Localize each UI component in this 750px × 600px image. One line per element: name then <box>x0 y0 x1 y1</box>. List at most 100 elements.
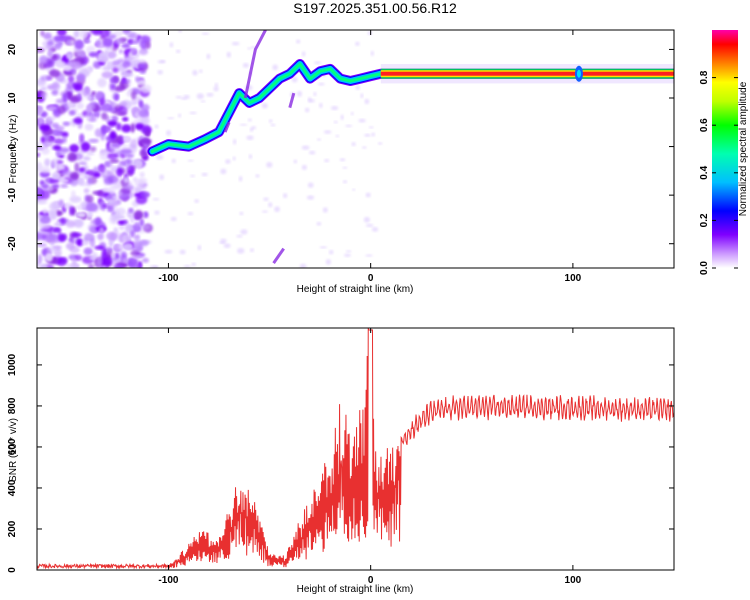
spectrogram-noise-cell <box>67 100 75 108</box>
spectrogram-noise-cell <box>61 131 69 138</box>
spectrogram-noise-cell <box>134 123 145 131</box>
spectrogram-noise-cell <box>166 130 172 136</box>
spectrogram-noise-cell <box>154 124 159 129</box>
snr-xtick-label: 100 <box>565 575 582 586</box>
spectrogram-noise-cell <box>101 112 108 121</box>
spectrogram-noise-cell <box>270 123 276 127</box>
spectrogram-noise-cell <box>370 50 374 56</box>
spectrogram-noise-cell <box>94 128 103 138</box>
snr-series-line <box>37 328 674 570</box>
spectrogram-noise-cell <box>307 182 314 188</box>
spectrogram-noise-cell <box>313 92 317 96</box>
spectrogram-noise-cell <box>106 51 117 59</box>
spectrogram-noise-cell <box>51 89 59 96</box>
spectrogram-noise-cell <box>142 224 150 230</box>
spectrogram-noise-cell <box>131 90 137 100</box>
spectrogram-noise-cell <box>159 174 165 181</box>
spectrogram-noise-cell <box>183 94 190 100</box>
spectrogram-noise-cell <box>171 158 176 164</box>
spectrogram-noise-cell <box>364 133 371 137</box>
spectrogram-noise-cell <box>78 167 86 173</box>
spectrogram-noise-cell <box>37 232 43 241</box>
spectrogram-noise-cell <box>121 124 132 133</box>
spectrogram-noise-cell <box>87 177 93 185</box>
spectrogram-noise-cell <box>130 250 141 257</box>
spectrogram-noise-cell <box>175 95 183 99</box>
spectrogram-noise-cell <box>80 142 91 152</box>
spectrogram-noise-cell <box>72 256 77 266</box>
spectrogram-noise-cell <box>46 44 56 52</box>
spectrogram-noise-cell <box>364 98 370 105</box>
spectrogram-noise-cell <box>41 183 49 190</box>
spectrogram-noise-cell <box>138 99 144 109</box>
spectrogram-noise-cell <box>83 188 90 194</box>
spectrogram-noise-cell <box>133 240 140 249</box>
spectrogram-noise-cell <box>113 227 119 234</box>
spectrogram-noise-cell <box>170 216 177 222</box>
spectrogram-noise-cell <box>299 263 307 268</box>
spectrogram-noise-cell <box>76 73 86 82</box>
spectrogram-noise-cell <box>49 69 61 78</box>
spectrogram-noise-cell <box>107 120 118 127</box>
spectrogram-noise-cell <box>37 146 45 151</box>
spectrogram-noise-cell <box>121 234 132 243</box>
spectrogram-noise-cell <box>88 52 99 58</box>
spectrogram-noise-cell <box>128 207 134 213</box>
spectrogram-noise-cell <box>248 154 253 159</box>
spectrogram-noise-cell <box>106 61 114 69</box>
spectrogram-noise-cell <box>111 252 116 260</box>
spectrogram-noise-cell <box>138 63 147 69</box>
spectrogram-noise-cell <box>191 262 196 267</box>
spectrogram-noise-cell <box>352 188 356 191</box>
spectrogram-noise-cell <box>130 216 135 224</box>
spectrogram-heatmap <box>37 30 674 268</box>
spectrogram-noise-cell <box>40 91 48 100</box>
snr-frame <box>36 327 675 571</box>
spectrogram-noise-cell <box>97 78 107 88</box>
spectrogram-noise-cell <box>37 152 41 157</box>
spectrogram-noise-cell <box>106 231 118 241</box>
spectrogram-noise-cell <box>101 71 114 79</box>
spectrogram-noise-cell <box>73 117 83 124</box>
spectrogram-noise-cell <box>296 39 301 44</box>
spectrogram-noise-cell <box>83 39 91 44</box>
spectrogram-noise-cell <box>51 122 60 129</box>
spectrogram-noise-cell <box>69 245 80 254</box>
spectrogram-noise-cell <box>250 46 256 49</box>
spectrogram-noise-cell <box>200 100 206 103</box>
spectrogram-noise-cell <box>53 145 62 151</box>
spectrogram-noise-cell <box>164 249 173 254</box>
spectrogram-noise-cell <box>123 177 129 183</box>
spectrogram-noise-cell <box>322 207 328 213</box>
spectrogram-noise-cell <box>81 240 92 245</box>
spectrogram-noise-cell <box>266 161 273 168</box>
spectrogram-noise-cell <box>37 105 43 116</box>
snr-ytick-label: 400 <box>7 479 18 496</box>
spectrogram-noise-cell <box>130 122 135 133</box>
spectrogram-noise-cell <box>68 206 74 216</box>
spectrogram-noise-cell <box>179 249 186 255</box>
spectrogram-noise-cell <box>138 108 148 118</box>
spectrogram-noise-cell <box>247 47 251 50</box>
spectrogram-noise-cell <box>335 134 340 138</box>
spectrogram-noise-cell <box>102 187 111 193</box>
spectrogram-noise-cell <box>81 87 92 97</box>
spectrogram-noise-cell <box>56 159 64 165</box>
spectrogram-noise-cell <box>98 200 106 210</box>
spectrogram-noise-cell <box>65 263 78 268</box>
spectrogram-noise-cell <box>38 56 49 65</box>
spectrogram-noise-cell <box>144 129 151 137</box>
spectrogram-noise-cell <box>99 30 110 38</box>
spectrogram-noise-cell <box>293 159 298 164</box>
spectrogram-noise-cell <box>110 76 120 84</box>
spectrogram-noise-cell <box>37 141 41 147</box>
spectrogram-noise-cell <box>77 176 85 186</box>
spectrogram-noise-cell <box>199 69 203 73</box>
spectrogram-noise-cell <box>363 216 370 223</box>
spectrogram-noise-cell <box>83 247 93 256</box>
spectrogram-noise-cell <box>46 116 56 121</box>
spectrogram-noise-cell <box>206 92 214 97</box>
carrier-core <box>380 71 674 76</box>
